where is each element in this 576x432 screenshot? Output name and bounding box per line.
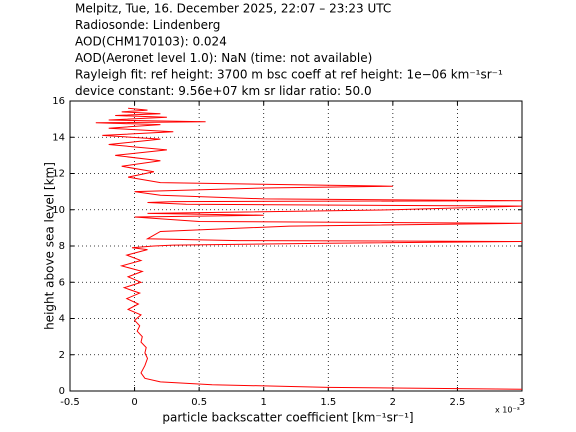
x-tick-label: 2 — [390, 397, 396, 408]
y-tick-label: 4 — [59, 314, 65, 325]
header-line: AOD(CHM170103): 0.024 — [75, 35, 227, 49]
y-axis-label: height above sea level [km] — [43, 162, 57, 330]
y-tick-label: 8 — [59, 241, 65, 252]
header-line: Radiosonde: Lindenberg — [75, 18, 220, 32]
x-tick-label: -0.5 — [60, 397, 80, 408]
x-tick-label: 1 — [261, 397, 267, 408]
y-tick-label: 6 — [59, 277, 65, 288]
x-tick-label: 3 — [519, 397, 525, 408]
y-tick-label: 12 — [52, 169, 65, 180]
y-tick-label: 14 — [52, 132, 65, 143]
x-multiplier: x 10⁻³ — [495, 406, 520, 415]
profile-line — [95, 107, 523, 390]
x-axis-label: particle backscatter coefficient [km⁻¹sr… — [162, 411, 413, 425]
header-line: AOD(Aeronet level 1.0): NaN (time: not a… — [75, 51, 372, 65]
header-line: Rayleigh fit: ref height: 3700 m bsc coe… — [75, 68, 503, 82]
x-tick-label: 1.5 — [320, 397, 336, 408]
y-tick-label: 2 — [59, 350, 65, 361]
y-tick-label: 16 — [52, 96, 65, 107]
y-tick-label: 10 — [52, 205, 65, 216]
x-tick-label: 0 — [131, 397, 137, 408]
header-line: Melpitz, Tue, 16. December 2025, 22:07 –… — [75, 2, 391, 16]
x-tick-label: 0.5 — [191, 397, 207, 408]
x-tick-label: 2.5 — [449, 397, 465, 408]
y-tick-label: 0 — [59, 386, 65, 397]
plot-frame — [69, 100, 523, 392]
header-line: device constant: 9.56e+07 km sr lidar ra… — [75, 84, 372, 98]
